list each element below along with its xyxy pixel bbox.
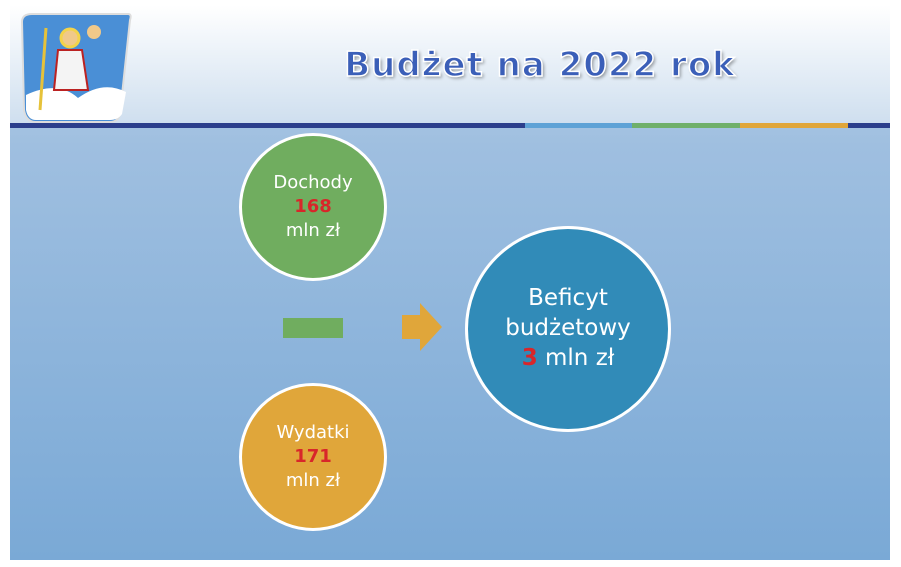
label: Beficyt budżetowy <box>505 285 631 342</box>
minus-sign <box>283 318 343 338</box>
label: Dochody <box>273 171 353 193</box>
unit: mln zł <box>545 344 615 371</box>
coat-of-arms <box>20 13 132 123</box>
value: 3 <box>521 344 538 371</box>
arrow <box>402 303 442 351</box>
title: Budżet na 2022 rok <box>343 44 736 86</box>
divider-green <box>632 123 740 128</box>
unit: mln zł <box>285 220 341 242</box>
divider-orange <box>740 123 848 128</box>
header <box>10 5 890 123</box>
slide: Budżet na 2022 rok Dochody 168 mln zł Wy… <box>10 5 890 560</box>
label: Wydatki <box>276 421 350 443</box>
divider-blue <box>525 123 632 128</box>
divider <box>848 123 890 128</box>
income-circle: Dochody 168 mln zł <box>239 133 387 281</box>
expense-circle: Wydatki 171 mln zł <box>239 383 387 531</box>
unit: mln zł <box>285 470 341 492</box>
value: 168 <box>294 195 332 217</box>
divider <box>10 123 525 128</box>
value: 171 <box>294 445 332 467</box>
deficit-circle: Beficyt budżetowy 3 mln zł <box>465 226 671 432</box>
